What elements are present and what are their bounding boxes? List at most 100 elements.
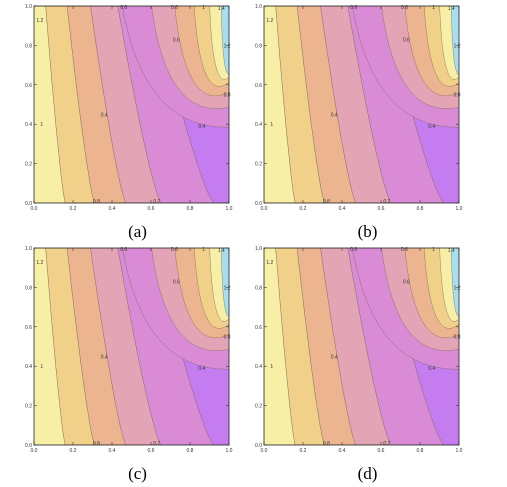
contour-label: 0.6: [350, 247, 357, 253]
plot-frame: [33, 247, 230, 446]
y-tick-label: 0.6: [255, 83, 262, 89]
x-tick-label: 0.8: [417, 448, 424, 454]
plot-frame: [263, 5, 460, 204]
contour-label: 0.4: [331, 354, 338, 360]
contour-label: 0.2: [153, 199, 160, 205]
x-tick-label: 0.2: [300, 448, 307, 454]
contour-bands: [264, 6, 459, 203]
y-tick-label: 0.4: [25, 122, 32, 128]
contour-bands: [34, 6, 229, 203]
y-tick-label: 1.0: [255, 4, 262, 10]
y-tick-label: 0.2: [255, 162, 262, 168]
contour-label: 0.8: [93, 441, 100, 447]
contour-label: 0.8: [224, 93, 231, 99]
y-tick-label: 1.0: [255, 246, 262, 252]
x-tick-label: 0.0: [31, 448, 38, 454]
x-tick-label: 1.0: [226, 448, 233, 454]
contour-bands: [264, 248, 459, 445]
panel-d: 0.0 0.0 0.2 0.2 0.4 0.4 0.6 0.6 0.8 0.8 1.0 1.0 1.2 1…: [250, 242, 485, 487]
caption-a: (a): [128, 222, 147, 241]
x-tick-label: 0.4: [109, 206, 116, 212]
x-tick-label: 0.4: [339, 206, 346, 212]
contour-band: [451, 248, 459, 317]
y-tick-label: 0.4: [255, 364, 262, 370]
x-tick-label: 0.2: [70, 448, 77, 454]
contour-band: [458, 6, 459, 30]
contour-label: 0.6: [120, 5, 127, 11]
x-tick-label: 1.0: [456, 206, 463, 212]
contour-label: 0.6: [401, 5, 408, 11]
y-tick-label: 0.0: [255, 443, 262, 449]
contour-label: 1: [202, 247, 205, 253]
x-tick-label: 0.2: [300, 206, 307, 212]
contour-band: [458, 248, 459, 272]
y-tick-label: 0.6: [25, 83, 32, 89]
y-tick-label: 1.0: [25, 4, 32, 10]
contour-label: 1.2: [36, 260, 43, 266]
y-tick-label: 0.4: [25, 364, 32, 370]
contour-label: 0.6: [350, 5, 357, 11]
x-tick-label: 0.6: [378, 448, 385, 454]
x-tick-label: 0.0: [261, 206, 268, 212]
contour-label: 0.6: [403, 37, 410, 43]
contour-band: [221, 248, 229, 317]
contour-plot-d: 0.00.0 0.2 0.2 0.4 0.4 0.6 0.6 0.8 0.8 1.0 1.0 1.2 1…: [255, 246, 463, 454]
contour-label: 0.8: [323, 441, 330, 447]
contour-label: 1.4: [448, 248, 455, 254]
y-tick-label: 0.6: [255, 325, 262, 331]
contour-label: 0.2: [383, 441, 390, 447]
contour-label: 0.4: [101, 112, 108, 118]
contour-label: 0.6: [171, 247, 178, 253]
x-tick-label: 0.6: [148, 206, 155, 212]
contour-label: 0.8: [454, 335, 461, 341]
contour-label: 1: [40, 364, 43, 370]
contour-label: 1.2: [266, 260, 273, 266]
contour-label: 1.2: [454, 285, 461, 291]
caption-b: (b): [357, 222, 378, 241]
x-tick-label: 1.0: [456, 448, 463, 454]
x-tick-label: 0.8: [417, 206, 424, 212]
y-tick-label: 0.4: [255, 122, 262, 128]
x-tick-label: 0.4: [109, 448, 116, 454]
x-tick-label: 1.0: [226, 206, 233, 212]
contour-label: 0.8: [224, 335, 231, 341]
contour-label: 1: [432, 5, 435, 11]
contour-label: 1.4: [448, 6, 455, 12]
contour-label: 0.8: [454, 93, 461, 99]
x-tick-label: 0.4: [339, 448, 346, 454]
contour-label: 1: [40, 122, 43, 128]
contour-label: 0.6: [403, 279, 410, 285]
caption-d: (d): [357, 464, 378, 483]
contour-label: 0.4: [331, 112, 338, 118]
contour-label: 0.4: [198, 124, 205, 130]
contour-plot-a: 0.00.0 0.2 0.2 0.4 0.4 0.6 0.6 0.8 0.8 1.0 1.0 1.2 1…: [25, 4, 233, 212]
contour-label: 1.2: [36, 18, 43, 24]
x-tick-label: 0.6: [148, 448, 155, 454]
panel-a: 0.0 0.0 0.2 0.2 0.4 0.4 0.6 0.6 0.8 0.8 1.0 1.0 1.2 1…: [20, 0, 255, 245]
plot-frame: [33, 5, 230, 204]
y-tick-label: 0.2: [255, 404, 262, 410]
contour-label: 0.4: [428, 366, 435, 372]
y-tick-label: 0.0: [25, 201, 32, 207]
contour-band: [228, 248, 229, 272]
contour-label: 0.4: [101, 354, 108, 360]
y-tick-label: 0.8: [255, 43, 262, 49]
x-tick-label: 0.8: [187, 206, 194, 212]
contour-label: 1.4: [218, 6, 225, 12]
contour-label: 1.2: [454, 43, 461, 49]
contour-label: 1: [270, 122, 273, 128]
contour-plot-c: 0.00.0 0.2 0.2 0.4 0.4 0.6 0.6 0.8 0.8 1.0 1.0 1.2 1…: [25, 246, 233, 454]
y-tick-label: 0.2: [25, 404, 32, 410]
y-tick-label: 0.8: [25, 43, 32, 49]
contour-label: 1: [202, 5, 205, 11]
contour-label: 1: [270, 364, 273, 370]
contour-label: 1: [432, 247, 435, 253]
y-tick-label: 0.6: [25, 325, 32, 331]
x-tick-label: 0.6: [378, 206, 385, 212]
x-tick-label: 0.0: [261, 448, 268, 454]
contour-label: 1.2: [224, 43, 231, 49]
x-tick-label: 0.2: [70, 206, 77, 212]
y-tick-label: 0.8: [25, 285, 32, 291]
contour-label: 1.2: [266, 18, 273, 24]
contour-label: 0.4: [428, 124, 435, 130]
